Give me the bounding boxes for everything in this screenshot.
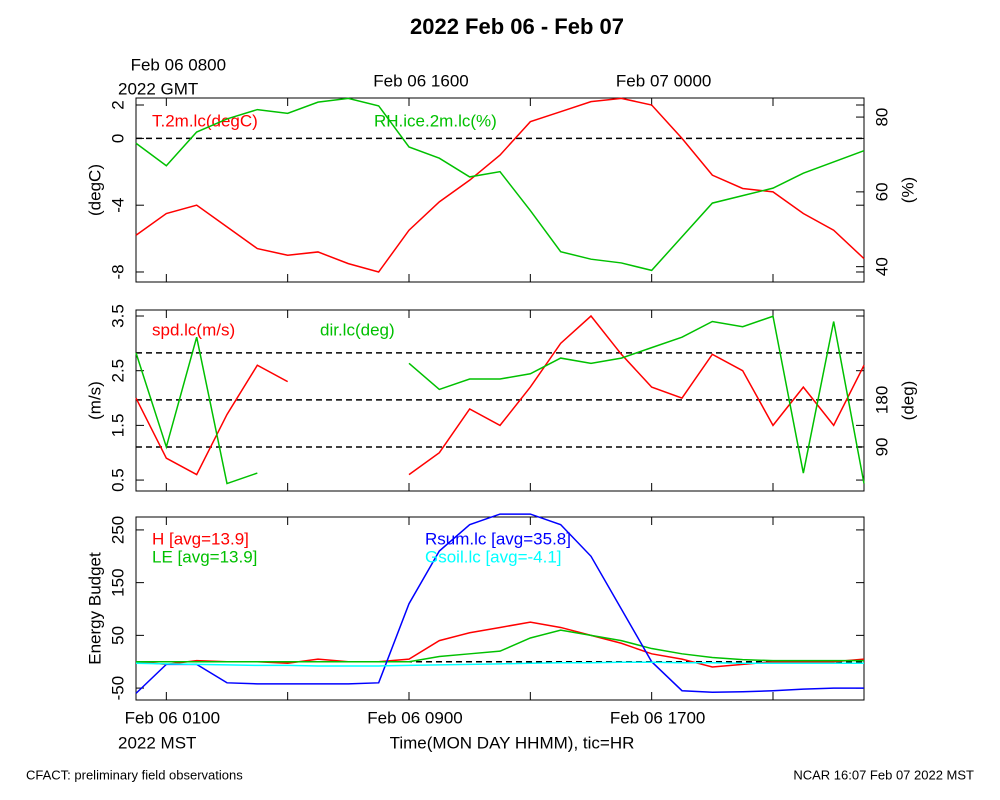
x-axis-label: Time(MON DAY HHMM), tic=HR xyxy=(390,733,635,752)
plot-frame xyxy=(135,97,865,283)
y2-tick-label: 40 xyxy=(872,257,891,276)
y-tick-label: -4 xyxy=(108,198,127,213)
legend-entry: T.2m.lc(degC) xyxy=(152,111,258,130)
chart-title: 2022 Feb 06 - Feb 07 xyxy=(410,14,624,39)
y2-tick-label: 90 xyxy=(872,437,891,456)
y-tick-label: 50 xyxy=(108,626,127,645)
y-tick-label: 250 xyxy=(108,516,127,544)
series-line xyxy=(135,513,864,694)
legend-entry: H [avg=13.9] xyxy=(152,529,249,548)
y2-tick-label: 80 xyxy=(872,108,891,127)
y-tick-label: 0.5 xyxy=(108,468,127,492)
series-line xyxy=(135,315,865,485)
plot-frame xyxy=(135,516,865,701)
x-tick-label: Feb 06 0900 xyxy=(367,708,462,727)
y2-axis-label: (%) xyxy=(898,177,917,203)
y-axis-label: Energy Budget xyxy=(85,552,104,665)
y-tick-label: 2 xyxy=(108,100,127,109)
legend-entry: spd.lc(m/s) xyxy=(152,320,235,339)
legend-entry: LE [avg=13.9] xyxy=(152,547,257,566)
footer-left: CFACT: preliminary field observations xyxy=(26,767,243,782)
y-tick-label: 2.5 xyxy=(108,359,127,383)
legend-entry: Rsum.lc [avg=35.8] xyxy=(425,529,571,548)
footer-right: NCAR 16:07 Feb 07 2022 MST xyxy=(793,767,974,782)
x-axis-sublabel: 2022 MST xyxy=(118,733,196,752)
x2-tick-label: Feb 06 0800 xyxy=(131,55,226,74)
y-axis-label: (degC) xyxy=(85,164,104,216)
y-tick-label: 150 xyxy=(108,568,127,596)
y-tick-label: -50 xyxy=(108,676,127,701)
legend-entry: Gsoil.lc [avg=-4.1] xyxy=(425,547,562,566)
legend-entry: dir.lc(deg) xyxy=(320,320,395,339)
legend-entry: RH.ice.2m.lc(%) xyxy=(374,111,497,130)
y-tick-label: -8 xyxy=(108,264,127,279)
series-line xyxy=(135,97,865,273)
series-line xyxy=(136,629,864,663)
series-line xyxy=(135,97,865,272)
series-line xyxy=(135,314,865,476)
y-axis-label: (m/s) xyxy=(85,381,104,420)
x2-tick-label: Feb 06 1600 xyxy=(373,71,468,90)
x-tick-label: Feb 06 1700 xyxy=(610,708,705,727)
y2-axis-label: (deg) xyxy=(898,381,917,421)
y-tick-label: 0 xyxy=(108,134,127,143)
x-tick-label: Feb 06 0100 xyxy=(125,708,220,727)
y2-tick-label: 60 xyxy=(872,182,891,201)
x2-tick-label: Feb 07 0000 xyxy=(616,71,711,90)
y-tick-label: 3.5 xyxy=(108,304,127,328)
x2-axis-label: 2022 GMT xyxy=(118,79,198,98)
series-line xyxy=(135,661,864,667)
y2-tick-label: 180 xyxy=(872,386,891,414)
y-tick-label: 1.5 xyxy=(108,414,127,438)
